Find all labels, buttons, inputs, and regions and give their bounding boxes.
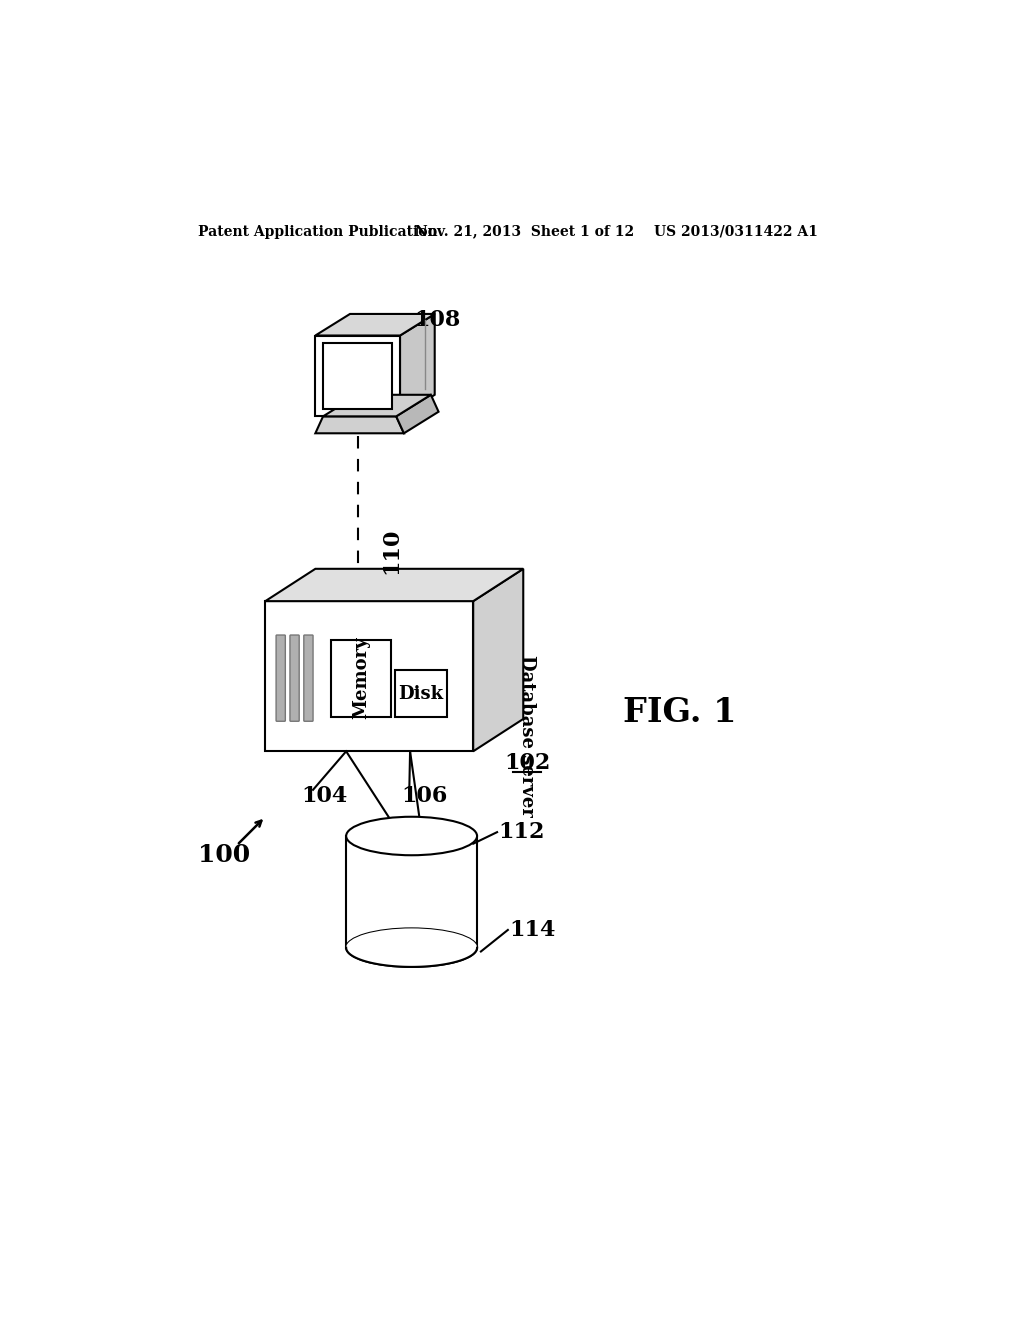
Text: 112: 112: [499, 821, 545, 843]
Text: US 2013/0311422 A1: US 2013/0311422 A1: [654, 224, 818, 239]
FancyBboxPatch shape: [276, 635, 286, 721]
Text: Memory: Memory: [352, 636, 370, 719]
Polygon shape: [323, 395, 431, 416]
Polygon shape: [315, 335, 400, 416]
Polygon shape: [265, 569, 523, 601]
Polygon shape: [473, 569, 523, 751]
Polygon shape: [265, 601, 473, 751]
Text: Database server: Database server: [518, 655, 537, 817]
Ellipse shape: [346, 928, 477, 966]
Text: 110: 110: [381, 528, 402, 574]
Text: 102: 102: [504, 752, 550, 774]
FancyBboxPatch shape: [331, 640, 391, 717]
Polygon shape: [315, 314, 435, 335]
Text: 100: 100: [199, 843, 251, 867]
FancyBboxPatch shape: [394, 671, 447, 717]
Text: 104: 104: [301, 785, 348, 807]
Ellipse shape: [346, 817, 477, 855]
Text: 108: 108: [414, 309, 461, 331]
Text: 114: 114: [509, 919, 556, 941]
Text: Nov. 21, 2013  Sheet 1 of 12: Nov. 21, 2013 Sheet 1 of 12: [416, 224, 635, 239]
Ellipse shape: [346, 928, 477, 966]
Polygon shape: [400, 314, 435, 416]
Polygon shape: [315, 416, 403, 433]
Text: FIG. 1: FIG. 1: [624, 697, 737, 729]
Text: Disk: Disk: [398, 685, 443, 702]
Polygon shape: [346, 836, 477, 948]
Text: Patent Application Publication: Patent Application Publication: [199, 224, 438, 239]
Polygon shape: [323, 343, 392, 409]
Polygon shape: [396, 395, 438, 433]
FancyBboxPatch shape: [290, 635, 299, 721]
FancyBboxPatch shape: [304, 635, 313, 721]
Text: 106: 106: [401, 785, 447, 807]
